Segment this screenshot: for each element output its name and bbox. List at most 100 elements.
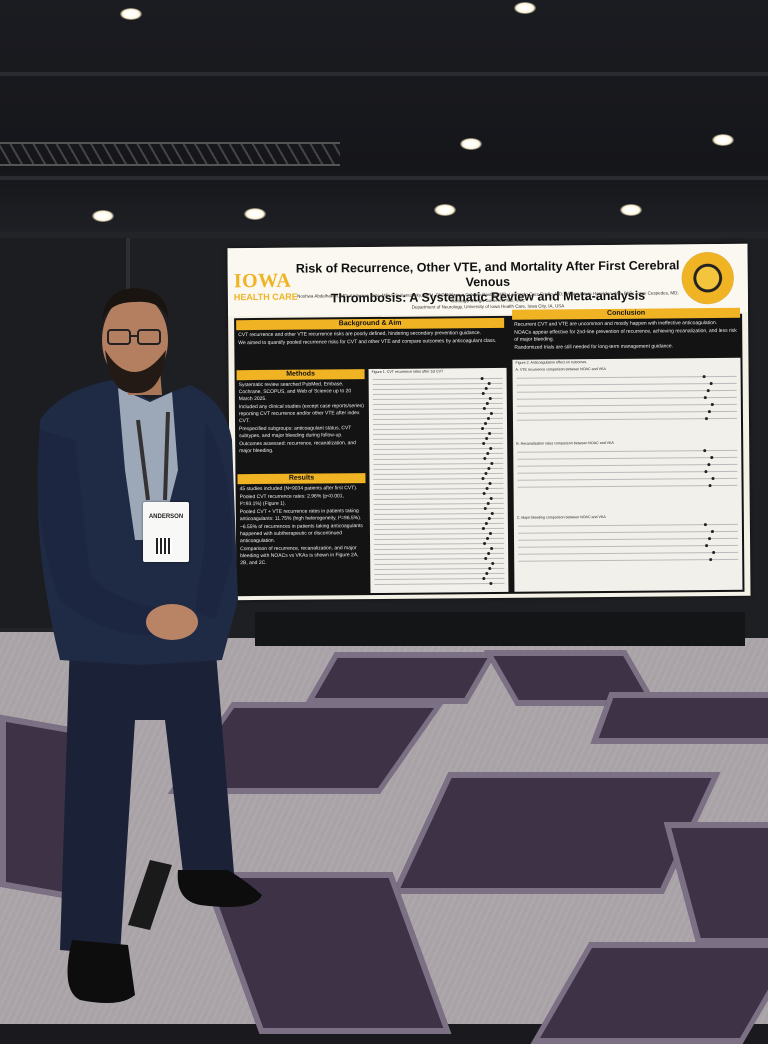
iowa-logo: IOWA — [233, 269, 292, 293]
forest-plot-row — [372, 412, 503, 416]
ceiling — [0, 0, 768, 240]
forest-plot-row — [516, 417, 737, 421]
forest-plot-point — [483, 507, 487, 511]
forest-plot-point — [481, 477, 485, 481]
forest-plot-point — [486, 451, 490, 456]
forest-plot-point — [710, 530, 714, 534]
forest-plot-row — [373, 437, 504, 441]
forest-plot-row — [516, 389, 737, 393]
background-heading: Background & Aim — [236, 317, 505, 331]
ceiling-light — [620, 204, 642, 216]
figure-2c-caption: C. Major bleeding comparison between NOA… — [516, 514, 606, 520]
forest-plot-row — [517, 484, 738, 488]
forest-plot-point — [488, 431, 492, 436]
forest-plot-point — [483, 542, 487, 546]
forest-plot-row — [374, 547, 505, 551]
conclusion-item: NOACs appear effective for 2nd-line prev… — [514, 327, 737, 343]
forest-plot-row — [517, 463, 738, 467]
methods-heading: Methods — [236, 369, 365, 381]
results-text: 45 studies included (N=9034 patients aft… — [240, 485, 367, 568]
ceiling-light — [434, 204, 456, 216]
ceiling-light — [244, 208, 266, 220]
forest-plot-point — [484, 387, 488, 391]
booth-panel-base — [255, 612, 745, 646]
forest-plot-point — [482, 577, 486, 581]
forest-plot-row — [372, 397, 503, 401]
forest-plot-point — [484, 557, 488, 561]
forest-plot-row — [373, 497, 504, 501]
forest-plot-row — [516, 403, 737, 407]
forest-plot-point — [488, 396, 492, 401]
forest-plot-row — [374, 582, 505, 586]
carpet-pattern — [200, 872, 452, 1034]
forest-plot-row — [374, 552, 505, 556]
forest-plot-point — [481, 527, 485, 531]
forest-plot-point — [709, 382, 713, 386]
forest-plot-point — [484, 472, 488, 476]
forest-plot-row — [374, 562, 505, 566]
methods-item: Prespecified subgroups: anticoagulant st… — [239, 425, 352, 440]
qr-code-icon — [156, 538, 172, 554]
forest-plot-row — [372, 417, 503, 421]
figure-2a-caption: A. VTE recurrence comparison between NOA… — [515, 366, 606, 372]
results-item: Pooled CVT + VTE recurrence rates in pat… — [239, 508, 362, 523]
forest-plot-point — [489, 496, 493, 500]
ceiling-light — [92, 210, 114, 222]
forest-plot-row — [373, 462, 504, 466]
forest-plot-row — [374, 567, 505, 571]
results-item: Pooled CVT recurrence rates: 2.96% (p<0.… — [239, 493, 344, 508]
methods-text: Systematic review searched PubMed, Embas… — [239, 381, 366, 456]
forest-plot-point — [489, 446, 493, 450]
forest-plot-row — [372, 382, 503, 386]
forest-plot-point — [484, 522, 488, 526]
forest-plot-point — [486, 537, 490, 541]
forest-plot-row — [517, 530, 738, 534]
ceiling-light — [712, 134, 734, 146]
name-badge: ANDERSON — [143, 502, 189, 562]
forest-plot-point — [481, 392, 485, 396]
forest-plot-point — [708, 484, 712, 488]
conclusion-item: Randomized trials are still needed for l… — [514, 343, 674, 351]
forest-plot-row — [373, 512, 504, 516]
forest-plot-row — [373, 482, 504, 486]
methods-item: Included any clinical studies (except ca… — [238, 403, 364, 425]
forest-plot-point — [487, 381, 491, 386]
forest-plot-row — [373, 447, 504, 451]
results-item: ~6.55% of recurrences in patients taking… — [239, 523, 363, 545]
forest-plot-point — [485, 572, 489, 576]
forest-plot-row — [373, 487, 504, 491]
ceiling-beam — [0, 176, 768, 180]
forest-plot-point — [488, 481, 492, 486]
figure-2-forest-plots: Figure 2. Anticoagulation effect on outc… — [512, 357, 743, 592]
forest-plot-point — [485, 437, 489, 441]
forest-plot-row — [373, 532, 504, 536]
forest-plot-point — [710, 403, 714, 407]
forest-plot-point — [491, 561, 495, 565]
forest-plot-row — [517, 456, 738, 460]
forest-plot-point — [486, 416, 490, 421]
forest-plot-point — [487, 466, 491, 471]
forest-plot-row — [518, 537, 739, 541]
methods-item: Systematic review searched PubMed, Embas… — [238, 381, 352, 403]
badge-name: ANDERSON — [148, 514, 184, 520]
carpet-floor — [0, 622, 768, 1044]
carpet-pattern — [590, 692, 768, 744]
forest-plot-point — [704, 470, 708, 474]
forest-plot-point — [488, 531, 492, 536]
research-poster: IOWA HEALTH CARE Risk of Recurrence, Oth… — [227, 243, 751, 601]
forest-plot-point — [490, 461, 494, 465]
forest-plot-point — [489, 581, 493, 586]
forest-plot-point — [704, 417, 708, 421]
booth-panel-left — [0, 238, 130, 628]
background-item: We aimed to quantify pooled recurrence r… — [238, 337, 497, 347]
poster-title-line: Risk of Recurrence, Other VTE, and Morta… — [295, 258, 680, 290]
conclusion-heading: Conclusion — [512, 307, 741, 320]
forest-plot-point — [702, 375, 706, 379]
forest-plot-point — [487, 516, 491, 521]
forest-plot-row — [518, 551, 739, 555]
figure-1-caption: Figure 1. CVT recurrence rates after 1st… — [371, 369, 444, 375]
ceiling-beam — [0, 72, 768, 76]
forest-plot-point — [482, 442, 486, 446]
forest-plot-point — [490, 511, 494, 515]
forest-plot-row — [373, 502, 504, 506]
